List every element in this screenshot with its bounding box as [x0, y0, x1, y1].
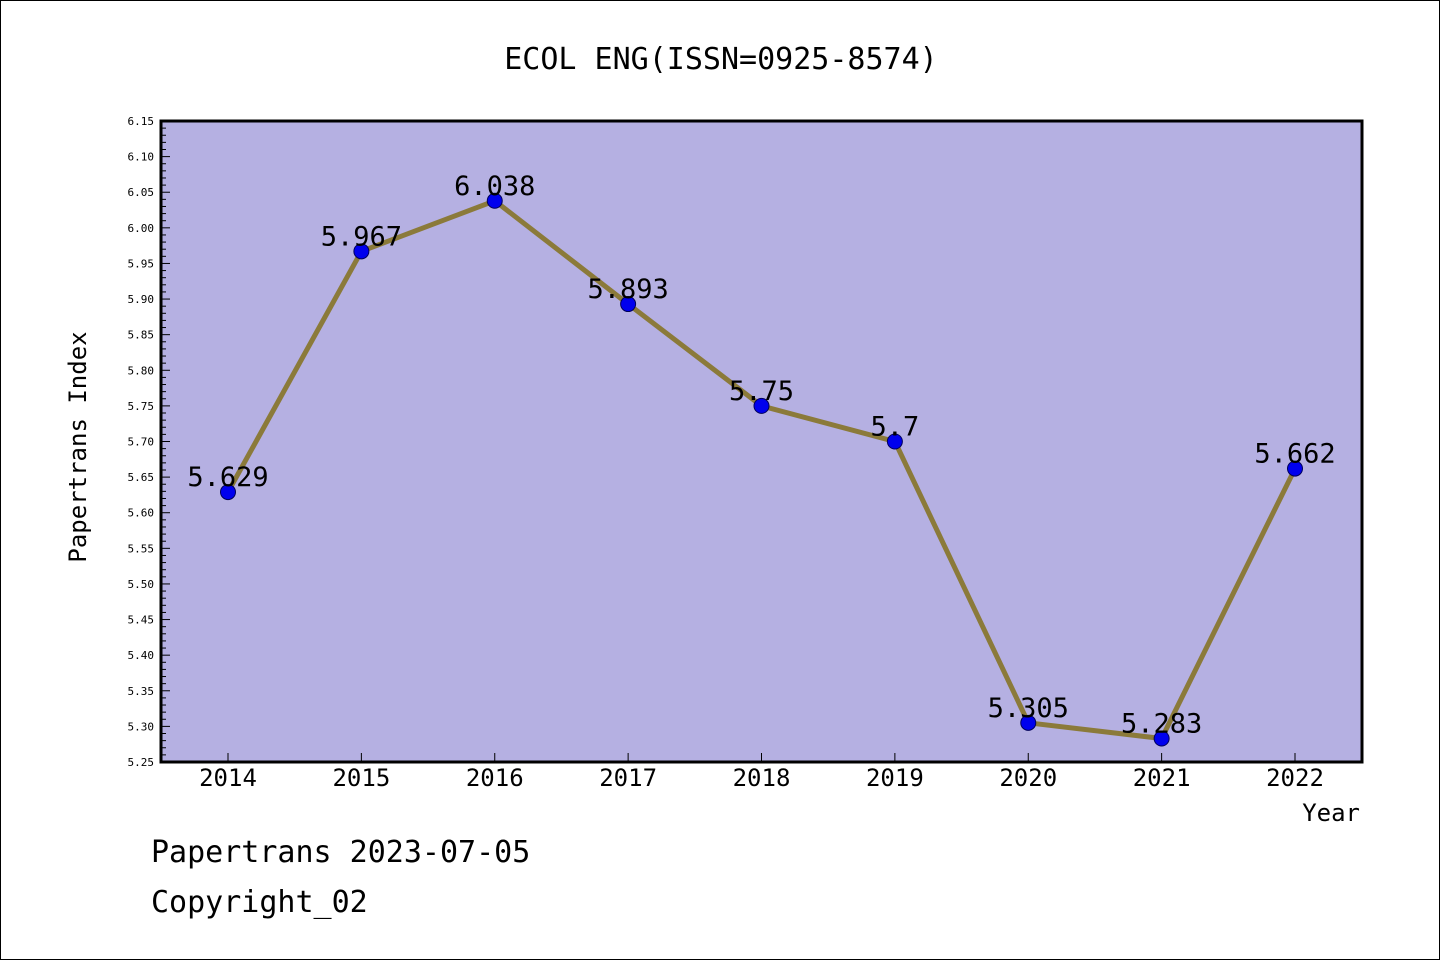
data-point — [886, 433, 903, 450]
y-tick-label: 5.25 — [128, 756, 155, 769]
x-tick-label: 2017 — [599, 764, 657, 792]
y-tick-label: 5.45 — [128, 614, 155, 627]
data-label: 5.75 — [729, 376, 794, 407]
data-point — [620, 296, 637, 313]
x-tick-label: 2014 — [199, 764, 257, 792]
data-label: 5.305 — [988, 693, 1069, 724]
data-point — [1020, 714, 1037, 731]
y-tick-label: 5.35 — [128, 685, 155, 698]
data-label: 5.662 — [1254, 439, 1335, 470]
x-tick-label: 2020 — [999, 764, 1057, 792]
y-tick-label: 5.90 — [128, 293, 155, 306]
x-tick-label: 2018 — [733, 764, 791, 792]
y-tick-label: 5.65 — [128, 471, 155, 484]
y-tick-label: 5.75 — [128, 400, 155, 413]
data-label: 5.7 — [870, 412, 919, 443]
x-tick-label: 2015 — [332, 764, 390, 792]
y-tick-label: 5.60 — [128, 507, 155, 520]
data-point — [753, 397, 770, 414]
data-point — [1287, 460, 1303, 477]
y-tick-label: 6.05 — [128, 186, 155, 199]
y-axis: 5.25 5.30 5.35 5.40 5.45 5.50 5.55 5.60 5.65 5.70… — [128, 115, 170, 769]
x-tick-label: 2022 — [1266, 764, 1324, 792]
y-tick-label: 6.15 — [128, 115, 155, 128]
y-tick-label: 5.70 — [128, 436, 155, 449]
data-point — [220, 484, 236, 501]
data-point — [486, 192, 503, 209]
footer-date-line: Papertrans 2023-07-05 — [151, 835, 531, 870]
data-label: 5.629 — [187, 462, 268, 493]
y-tick-label: 5.55 — [128, 542, 155, 555]
data-point — [353, 243, 370, 260]
data-label: 5.893 — [587, 274, 668, 305]
data-point — [1153, 730, 1170, 747]
chart-title: ECOL ENG(ISSN=0925-8574) — [504, 42, 937, 77]
x-axis: 2014 2015 2016 2017 2018 2019 2020 2021 2022 — [199, 753, 1324, 792]
y-tick-label: 5.95 — [128, 257, 155, 270]
data-label: 6.038 — [454, 171, 535, 202]
plot-area — [159, 119, 1364, 764]
data-labels-group: 5.629 5.967 6.038 5.893 5.75 5.7 5.305 5.283 5.6… — [187, 171, 1335, 740]
y-axis-title: Papertrans Index — [64, 331, 92, 562]
x-tick-label: 2019 — [866, 764, 924, 792]
y-tick-label: 5.85 — [128, 329, 155, 342]
y-tick-label: 5.50 — [128, 578, 155, 591]
footer-copyright-line: Copyright_02 — [151, 885, 368, 920]
x-tick-label: 2016 — [466, 764, 524, 792]
data-label: 5.283 — [1121, 708, 1202, 739]
data-points-group — [220, 192, 1303, 747]
y-tick-label: 5.80 — [128, 364, 155, 377]
x-axis-title: Year — [1302, 799, 1360, 827]
y-tick-label: 6.00 — [128, 222, 155, 235]
y-tick-label: 6.10 — [128, 151, 155, 164]
y-tick-label: 5.40 — [128, 649, 155, 662]
y-tick-label: 5.30 — [128, 720, 155, 733]
data-label: 5.967 — [321, 221, 402, 252]
x-tick-label: 2021 — [1133, 764, 1191, 792]
